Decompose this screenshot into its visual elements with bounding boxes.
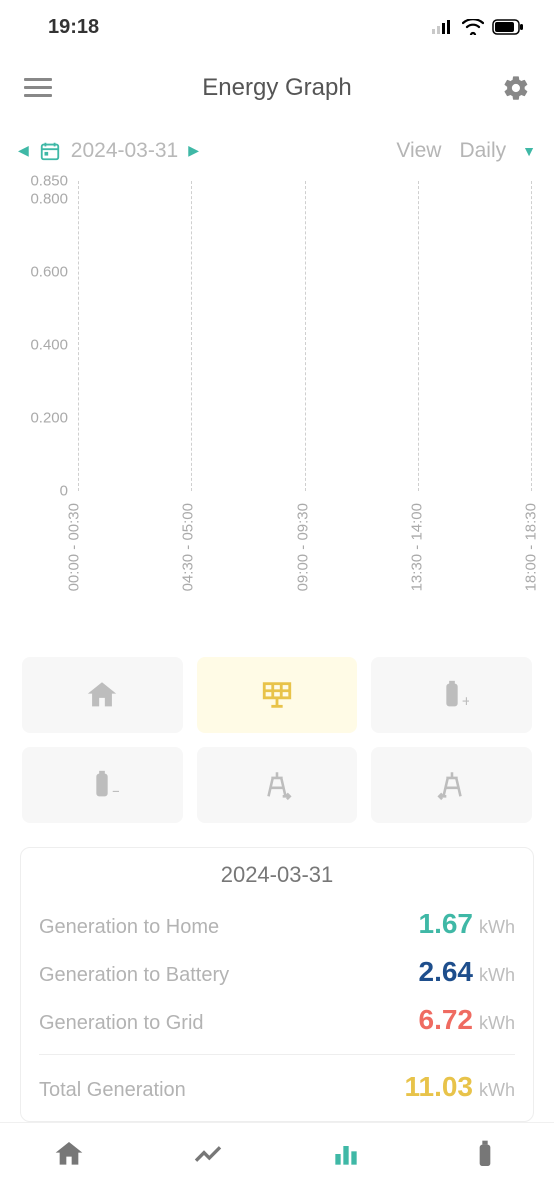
grid-import-icon	[435, 768, 469, 802]
battery-in-icon: +	[435, 678, 469, 712]
date-prev-button[interactable]: ◀	[18, 142, 29, 159]
wifi-icon	[462, 19, 484, 35]
battery-in-tab[interactable]: +	[371, 657, 532, 733]
summary-label: Generation to Grid	[39, 1012, 419, 1035]
home-icon	[85, 678, 119, 712]
grid-export-icon	[260, 768, 294, 802]
y-axis-tick: 0.600	[30, 263, 68, 280]
summary-row: Generation to Battery2.64kWh	[39, 948, 515, 996]
summary-total-value: 11.03	[404, 1071, 473, 1103]
date-display[interactable]: 2024-03-31	[71, 139, 178, 163]
grid-line	[418, 181, 419, 491]
battery-icon	[492, 19, 524, 35]
y-axis-tick: 0.800	[30, 191, 68, 208]
summary-row: Generation to Home1.67kWh	[39, 900, 515, 948]
status-bar: 19:18	[0, 0, 554, 55]
x-axis-tick: 04:30 - 05:00	[180, 503, 197, 591]
summary-unit: kWh	[479, 1013, 515, 1034]
y-axis-tick: 0.400	[30, 336, 68, 353]
battery-out-tab[interactable]: −	[22, 747, 183, 823]
trend-icon	[192, 1138, 224, 1170]
app-header: Energy Graph	[0, 55, 554, 121]
summary-date: 2024-03-31	[39, 862, 515, 888]
battery-icon	[469, 1138, 501, 1170]
summary-card: 2024-03-31 Generation to Home1.67kWhGene…	[20, 847, 534, 1122]
status-indicators	[432, 19, 524, 35]
menu-button[interactable]	[24, 78, 52, 97]
summary-total-unit: kWh	[479, 1080, 515, 1101]
chevron-down-icon[interactable]: ▼	[522, 143, 536, 159]
x-axis-tick: 18:00 - 18:30	[523, 503, 540, 591]
summary-row: Generation to Grid6.72kWh	[39, 996, 515, 1044]
y-axis-tick: 0.200	[30, 409, 68, 426]
view-select[interactable]: Daily	[459, 139, 506, 163]
summary-total-label: Total Generation	[39, 1079, 404, 1102]
summary-value: 1.67	[419, 908, 474, 940]
solar-tab[interactable]	[197, 657, 358, 733]
summary-value: 2.64	[419, 956, 474, 988]
summary-value: 6.72	[419, 1004, 474, 1036]
y-axis-tick: 0	[60, 482, 68, 499]
cellular-icon	[432, 20, 454, 34]
date-next-button[interactable]: ▶	[188, 142, 199, 159]
home-tab[interactable]	[22, 657, 183, 733]
view-label: View	[396, 139, 441, 163]
bottom-nav	[0, 1122, 554, 1200]
summary-label: Generation to Battery	[39, 964, 419, 987]
category-tabs: + −	[0, 641, 554, 839]
grid-export-tab[interactable]	[197, 747, 358, 823]
energy-chart: 0.850 0.800 0.600 0.400 0.200 0 00:00 - 00:30…	[0, 175, 554, 641]
home-icon	[53, 1138, 85, 1170]
status-time: 19:18	[48, 16, 99, 39]
grid-line	[191, 181, 192, 491]
controls-row: ◀ 2024-03-31 ▶ View Daily ▼	[0, 121, 554, 175]
solar-panel-icon	[260, 678, 294, 712]
grid-line	[531, 181, 532, 491]
nav-chart[interactable]	[330, 1138, 362, 1175]
x-axis-tick: 09:00 - 09:30	[294, 503, 311, 591]
x-axis-tick: 13:30 - 14:00	[408, 503, 425, 591]
nav-trend[interactable]	[192, 1138, 224, 1175]
summary-unit: kWh	[479, 965, 515, 986]
grid-line	[78, 181, 79, 491]
x-axis-tick: 00:00 - 00:30	[66, 503, 83, 591]
summary-label: Generation to Home	[39, 916, 419, 939]
page-title: Energy Graph	[202, 74, 351, 102]
settings-icon[interactable]	[502, 74, 530, 102]
y-axis-tick: 0.850	[30, 172, 68, 189]
svg-text:+: +	[462, 693, 469, 710]
calendar-icon[interactable]	[39, 140, 61, 162]
summary-total-row: Total Generation 11.03 kWh	[39, 1054, 515, 1111]
nav-home[interactable]	[53, 1138, 85, 1175]
svg-text:−: −	[112, 783, 119, 800]
summary-unit: kWh	[479, 917, 515, 938]
bar-chart-icon	[330, 1138, 362, 1170]
battery-out-icon: −	[85, 768, 119, 802]
grid-line	[305, 181, 306, 491]
grid-import-tab[interactable]	[371, 747, 532, 823]
nav-battery[interactable]	[469, 1138, 501, 1175]
